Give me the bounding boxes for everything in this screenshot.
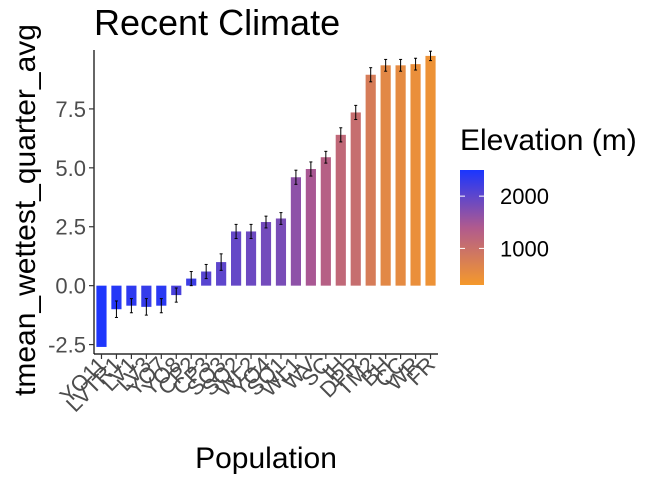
y-tick-label: 0.0: [55, 274, 86, 299]
bar: [245, 231, 257, 286]
bar: [231, 231, 242, 286]
bar: [380, 65, 391, 286]
bar: [111, 285, 122, 310]
bar: [410, 64, 421, 286]
y-axis: -2.5 0.0 2.5 5.0 7.5: [48, 50, 95, 358]
bar: [156, 285, 167, 306]
chart-title: Recent Climate: [94, 2, 340, 43]
legend-tick-label: 2000: [500, 184, 549, 209]
bar: [260, 222, 272, 286]
bar: [350, 112, 361, 286]
bar: [126, 285, 137, 306]
y-axis-title: tmean_wettest_quarter_avg: [9, 24, 42, 396]
bar: [141, 285, 152, 307]
x-axis: YO11LVTR1LV1LV3YO7YO8CP2CP3SQ3SQ2WL2YO4S…: [55, 352, 440, 417]
bar: [425, 55, 436, 286]
bar: [216, 262, 227, 286]
legend-tick-label: 1000: [500, 236, 549, 261]
bar: [365, 74, 376, 286]
y-tick-label: 2.5: [55, 215, 86, 240]
bar: [290, 177, 301, 286]
bar: [335, 134, 346, 286]
x-axis-title: Population: [195, 442, 337, 475]
legend: Elevation (m) 1000 2000: [460, 124, 637, 285]
bar: [96, 285, 107, 347]
y-tick-label: 7.5: [55, 97, 86, 122]
bar: [395, 65, 406, 286]
y-tick-label: 5.0: [55, 156, 86, 181]
plot-area: [96, 50, 436, 347]
bar: [320, 157, 331, 286]
bar: [275, 218, 287, 286]
bar: [305, 169, 316, 286]
y-tick-label: -2.5: [48, 333, 86, 358]
legend-colorbar: [460, 170, 484, 285]
legend-title: Elevation (m): [460, 124, 637, 157]
